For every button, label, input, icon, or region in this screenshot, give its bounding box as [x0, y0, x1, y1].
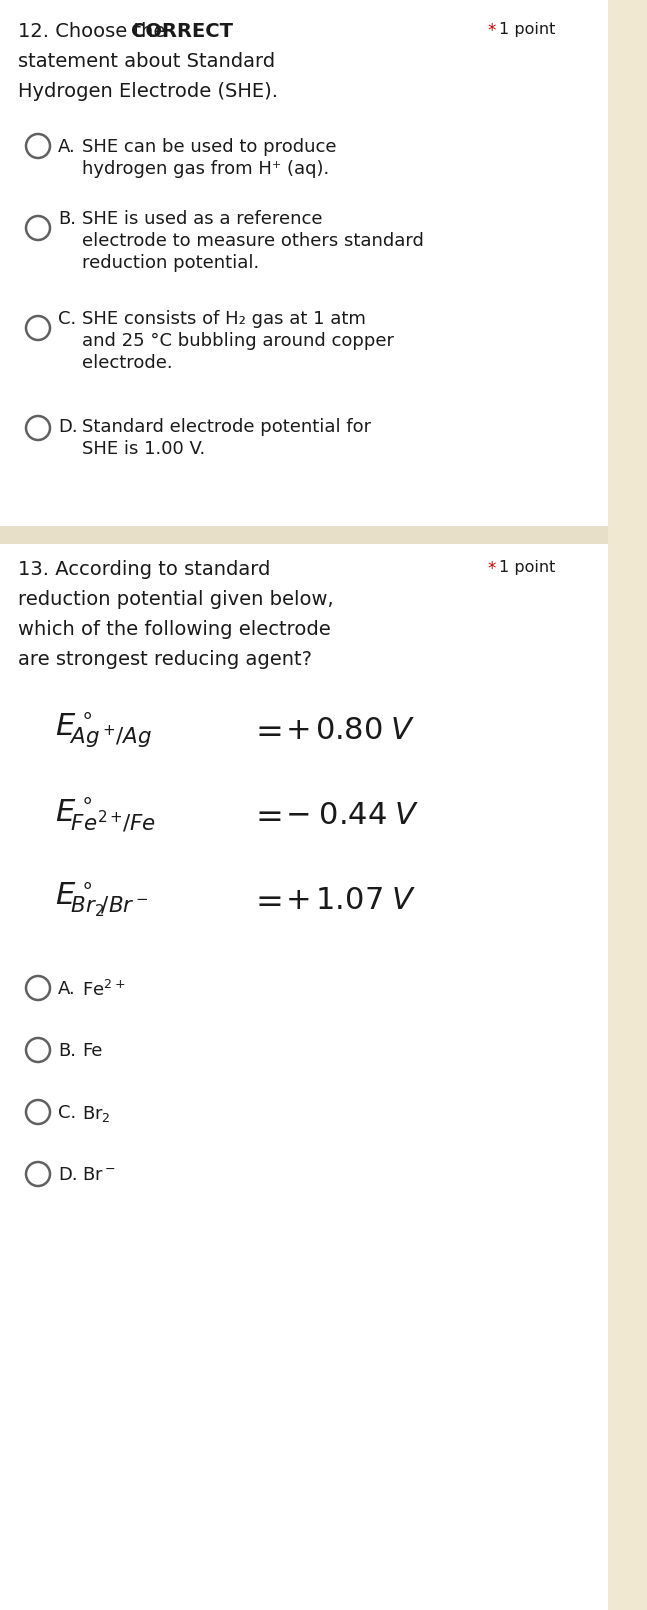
Text: $+\,1.07\;V$: $+\,1.07\;V$ — [285, 886, 416, 914]
Text: Hydrogen Electrode (SHE).: Hydrogen Electrode (SHE). — [18, 82, 278, 101]
Text: A.: A. — [58, 138, 76, 156]
Text: hydrogen gas from H⁺ (aq).: hydrogen gas from H⁺ (aq). — [82, 159, 329, 179]
Bar — [608, 0, 647, 1610]
Text: Standard electrode potential for: Standard electrode potential for — [82, 419, 371, 436]
Text: *: * — [487, 560, 496, 578]
Text: A.: A. — [58, 980, 76, 998]
Text: electrode to measure others standard: electrode to measure others standard — [82, 232, 424, 250]
Bar — [0, 526, 608, 544]
Text: Fe$^{2+}$: Fe$^{2+}$ — [82, 980, 126, 1000]
Text: B.: B. — [58, 1042, 76, 1059]
Text: 12. Choose the: 12. Choose the — [18, 23, 171, 40]
Text: $=$: $=$ — [248, 713, 281, 747]
Text: reduction potential given below,: reduction potential given below, — [18, 589, 334, 609]
Text: 13. According to standard: 13. According to standard — [18, 560, 270, 580]
Bar — [0, 0, 608, 526]
Text: are strongest reducing agent?: are strongest reducing agent? — [18, 650, 312, 670]
Text: $=$: $=$ — [248, 884, 281, 916]
Text: $E^\circ_{\!\mathit{Fe^{2+}\!/Fe}}$: $E^\circ_{\!\mathit{Fe^{2+}\!/Fe}}$ — [55, 795, 156, 834]
Text: $=$: $=$ — [248, 799, 281, 831]
Text: and 25 °C bubbling around copper: and 25 °C bubbling around copper — [82, 332, 394, 349]
Text: Br$^-$: Br$^-$ — [82, 1166, 116, 1183]
Text: SHE is 1.00 V.: SHE is 1.00 V. — [82, 440, 205, 457]
Text: D.: D. — [58, 419, 78, 436]
Text: 1 point: 1 point — [499, 560, 555, 575]
Text: B.: B. — [58, 209, 76, 229]
Text: $E^\circ_{\!\mathit{Ag^+\!/Ag}}$: $E^\circ_{\!\mathit{Ag^+\!/Ag}}$ — [55, 710, 152, 750]
Text: $-\;0.44\;V$: $-\;0.44\;V$ — [285, 800, 420, 829]
Text: C.: C. — [58, 1104, 76, 1122]
Text: Fe: Fe — [82, 1042, 102, 1059]
Text: SHE is used as a reference: SHE is used as a reference — [82, 209, 322, 229]
Text: $+\,0.80\;V$: $+\,0.80\;V$ — [285, 715, 415, 744]
Text: $E^\circ_{\!\mathit{Br_2\!/Br^-}}$: $E^\circ_{\!\mathit{Br_2\!/Br^-}}$ — [55, 881, 148, 919]
Text: *: * — [487, 23, 496, 40]
Text: which of the following electrode: which of the following electrode — [18, 620, 331, 639]
Text: statement about Standard: statement about Standard — [18, 52, 275, 71]
Text: reduction potential.: reduction potential. — [82, 254, 259, 272]
Text: SHE consists of H₂ gas at 1 atm: SHE consists of H₂ gas at 1 atm — [82, 311, 366, 328]
Text: SHE can be used to produce: SHE can be used to produce — [82, 138, 336, 156]
Text: Br$_2$: Br$_2$ — [82, 1104, 111, 1124]
Text: D.: D. — [58, 1166, 78, 1183]
Text: CORRECT: CORRECT — [131, 23, 233, 40]
Text: 1 point: 1 point — [499, 23, 555, 37]
Text: electrode.: electrode. — [82, 354, 173, 372]
Text: C.: C. — [58, 311, 76, 328]
